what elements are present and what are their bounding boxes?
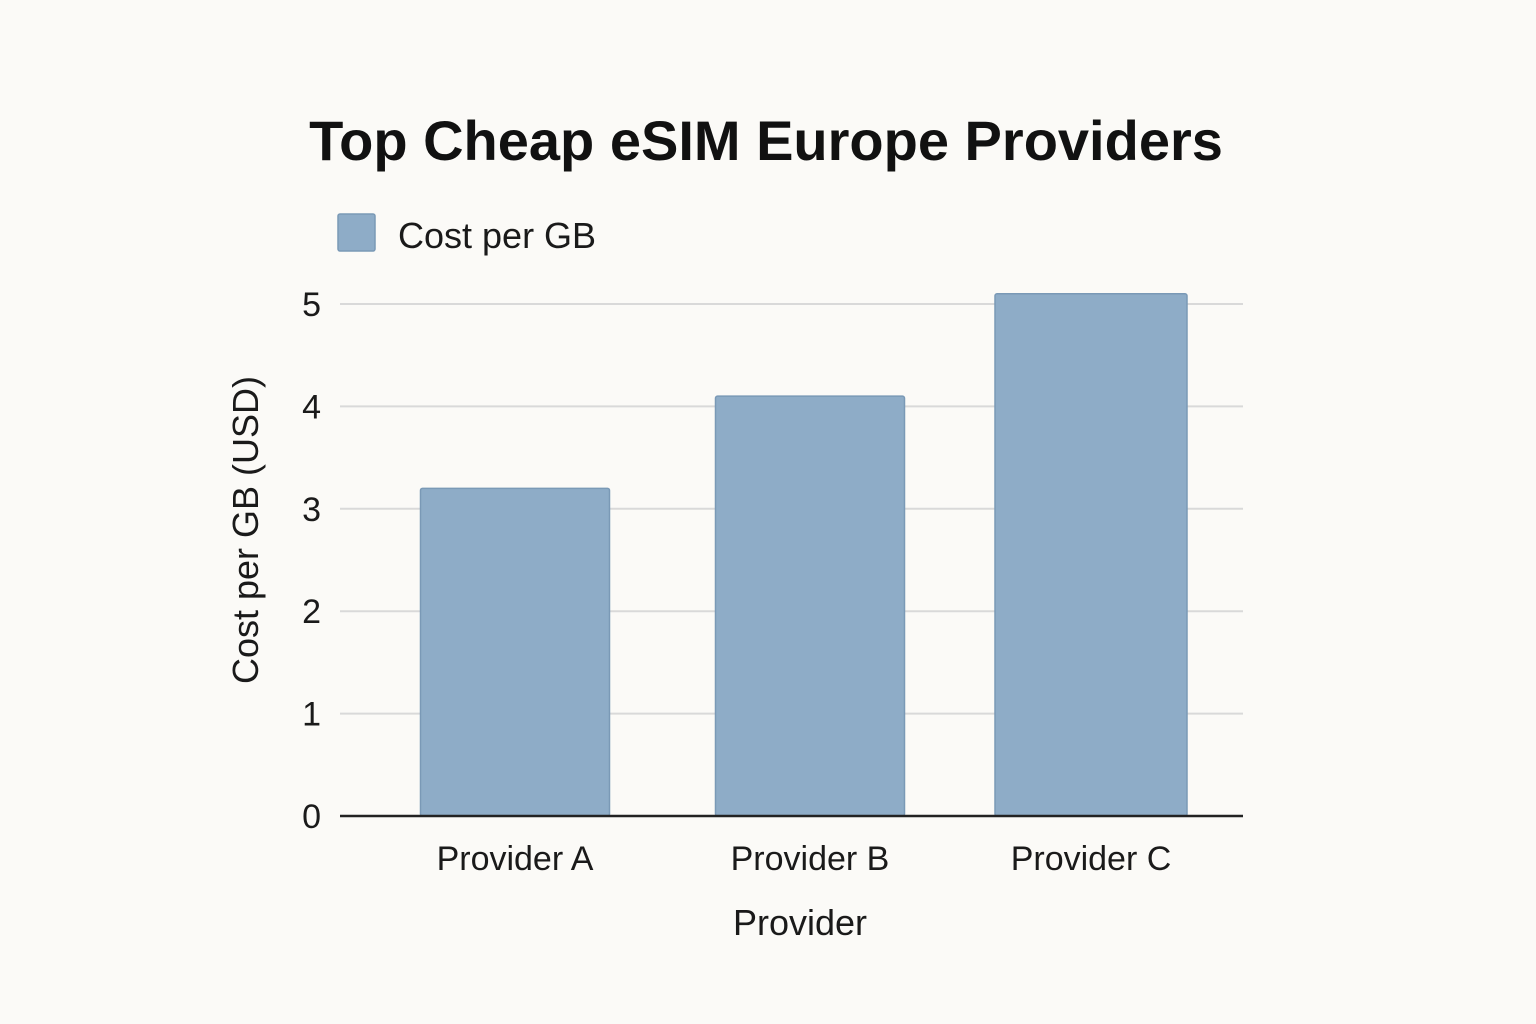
- legend-label: Cost per GB: [398, 215, 596, 256]
- y-tick-label: 1: [302, 696, 321, 734]
- y-tick-label: 0: [302, 798, 321, 836]
- y-tick-label: 2: [302, 593, 321, 631]
- chart-title: Top Cheap eSIM Europe Providers: [309, 109, 1223, 172]
- legend: Cost per GB: [337, 213, 596, 256]
- y-tick-label: 4: [302, 388, 321, 426]
- bar-provider-c: [994, 293, 1188, 817]
- y-axis-title: Cost per GB (USD): [225, 376, 266, 684]
- y-tick-labels: 0 1 2 3 4 5: [302, 286, 321, 836]
- bar-provider-b: [714, 395, 906, 817]
- legend-swatch: [337, 213, 376, 252]
- x-tick-label: Provider C: [1011, 840, 1172, 878]
- x-tick-label: Provider A: [437, 840, 594, 878]
- x-tick-label: Provider B: [731, 840, 890, 878]
- x-axis-title: Provider: [733, 902, 867, 943]
- y-tick-label: 3: [302, 491, 321, 529]
- x-tick-labels: Provider A Provider B Provider C: [437, 840, 1172, 878]
- bars-layer: [419, 293, 1188, 817]
- bar-provider-a: [419, 487, 611, 817]
- y-tick-label: 5: [302, 286, 321, 324]
